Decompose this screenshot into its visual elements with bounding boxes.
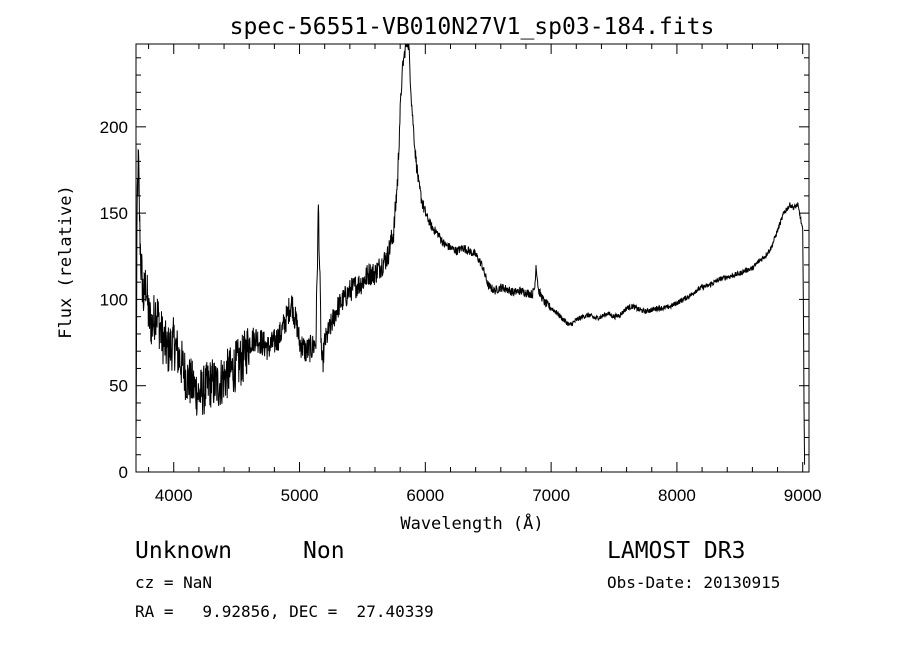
- axis-tick-labels: 4000 5000 6000 7000 8000 9000 0 50 100 150 200: [100, 118, 822, 505]
- axis-ticks: [136, 44, 809, 473]
- y-tick-label: 50: [109, 377, 128, 396]
- y-tick-label: 150: [100, 204, 128, 223]
- object-subclass: Non: [303, 538, 345, 564]
- radec-label: RA = 9.92856, DEC = 27.40339: [135, 602, 434, 621]
- x-axis-label: Wavelength (Å): [400, 512, 543, 534]
- chart-title: spec-56551-VB010N27V1_sp03-184.fits: [230, 14, 715, 40]
- survey-label: LAMOST DR3: [607, 538, 746, 564]
- x-tick-label: 7000: [532, 486, 570, 505]
- x-tick-label: 5000: [281, 486, 319, 505]
- obs-date-label: Obs-Date: 20130915: [607, 573, 781, 592]
- y-tick-label: 100: [100, 290, 128, 309]
- y-tick-label: 200: [100, 118, 128, 137]
- object-class: Unknown: [135, 538, 232, 564]
- y-tick-label: 0: [119, 463, 128, 482]
- x-tick-label: 8000: [658, 486, 696, 505]
- spectrum-line: [135, 43, 806, 465]
- x-tick-label: 9000: [784, 486, 822, 505]
- cz-label: cz = NaN: [135, 573, 213, 592]
- x-tick-label: 4000: [155, 486, 193, 505]
- x-tick-label: 6000: [406, 486, 444, 505]
- plot-frame: [135, 43, 810, 473]
- y-axis-label: Flux (relative): [56, 185, 76, 339]
